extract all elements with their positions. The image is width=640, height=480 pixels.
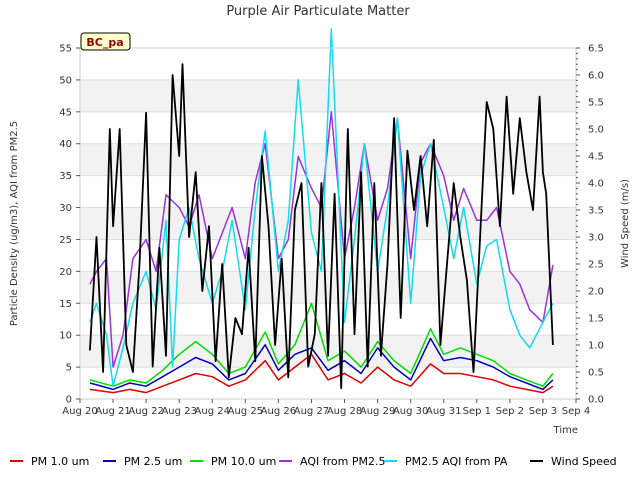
- series-layer: [89, 28, 554, 394]
- y2-tick-label: 5.0: [588, 125, 604, 136]
- x-tick-label: Aug 29: [360, 406, 395, 417]
- x-tick-label: Aug 31: [426, 406, 461, 417]
- y-tick-label: 40: [59, 139, 72, 150]
- legend-item-pm-1-0-um: PM 1.0 um: [10, 455, 89, 468]
- legend-label: Wind Speed: [551, 455, 617, 468]
- y-tick-label: 25: [59, 235, 72, 246]
- y-tick-label: 55: [59, 44, 72, 55]
- y-tick-label: 50: [59, 75, 72, 86]
- series-line-wind-speed: [89, 63, 554, 390]
- y-tick-label: 20: [59, 267, 72, 278]
- site-label-box: [80, 32, 131, 51]
- y-tick-label: 30: [59, 203, 72, 214]
- y-axis-left: 0 5 10 15 20 25 30 35 40 45 50 55: [59, 44, 80, 406]
- y2-tick-label: 0.0: [588, 395, 604, 406]
- y-tick-label: 5: [66, 363, 72, 374]
- legend-item-aqi-from-pm2-5: AQI from PM2.5: [279, 455, 385, 468]
- grid-band: [80, 48, 576, 80]
- y-axis-label: Particle Density (ug/m3), AQI from PM2.5: [9, 121, 20, 326]
- x-tick-label: Aug 27: [294, 406, 329, 417]
- x-tick-label: Aug 23: [161, 406, 196, 417]
- y-axis-right: 0.0 0.5 1.0 1.5 2.0 2.5 3.0 3.5 4.0 4.5 5.0 5.5 6.0 6…: [576, 44, 604, 406]
- series-line-pm-2-5-um: [89, 337, 554, 391]
- y-tick-label: 45: [59, 107, 72, 118]
- y2-tick-label: 5.5: [588, 98, 604, 109]
- legend-label: PM 1.0 um: [31, 455, 89, 468]
- grid-band: [80, 367, 576, 399]
- y-tick-label: 0: [66, 395, 72, 406]
- y2-tick-label: 3.0: [588, 233, 604, 244]
- legend-item-pm-2-5-um: PM 2.5 um: [103, 455, 182, 468]
- x-tick-label: Aug 30: [393, 406, 428, 417]
- series-line-pm2-5-aqi-from-pa: [89, 28, 554, 387]
- legend-label: AQI from PM2.5: [300, 455, 385, 468]
- x-tick-label: Aug 22: [128, 406, 163, 417]
- x-tick-label: Aug 28: [327, 406, 362, 417]
- legend-item-pm-10-0-um: PM 10.0 um: [190, 455, 276, 468]
- y2-tick-label: 2.5: [588, 260, 604, 271]
- site-label-badge: BC_pa: [80, 32, 131, 51]
- legend-item-pm2-5-aqi-from-pa: PM2.5 AQI from PA: [384, 455, 508, 468]
- y2-tick-label: 3.5: [588, 206, 604, 217]
- series-line-pm-1-0-um: [89, 353, 554, 394]
- x-tick-label: Sep 1: [463, 406, 491, 417]
- x-tick-label: Aug 20: [62, 406, 97, 417]
- y2-tick-label: 0.5: [588, 368, 604, 379]
- grid-band: [80, 175, 576, 208]
- y-tick-label: 35: [59, 171, 72, 182]
- y2-tick-label: 4.0: [588, 179, 604, 190]
- y2-axis-label: Wind Speed (m/s): [620, 179, 631, 268]
- x-axis-label: Time: [553, 425, 578, 436]
- site-label-text: BC_pa: [86, 36, 123, 49]
- legend-label: PM2.5 AQI from PA: [405, 455, 508, 468]
- grid-band: [80, 271, 576, 304]
- legend-item-wind-speed: Wind Speed: [530, 455, 617, 468]
- y-tick-label: 15: [59, 299, 72, 310]
- y2-tick-label: 6.5: [588, 44, 604, 55]
- plot-frame: [79, 47, 577, 400]
- series-line-aqi-from-pm2-5: [89, 111, 554, 368]
- legend-label: PM 10.0 um: [211, 455, 276, 468]
- x-tick-label: Aug 24: [195, 406, 230, 417]
- x-tick-label: Sep 3: [529, 406, 557, 417]
- y2-tick-label: 4.5: [588, 152, 604, 163]
- y2-tick-label: 1.5: [588, 314, 604, 325]
- y2-tick-label: 1.0: [588, 341, 604, 352]
- x-tick-label: Aug 26: [261, 406, 296, 417]
- x-tick-label: Aug 21: [95, 406, 130, 417]
- chart-title: Purple Air Particulate Matter: [226, 4, 410, 19]
- legend-label: PM 2.5 um: [124, 455, 182, 468]
- y2-tick-label: 6.0: [588, 71, 604, 82]
- y2-tick-label: 2.0: [588, 287, 604, 298]
- x-tick-label: Aug 25: [228, 406, 263, 417]
- y-tick-label: 10: [59, 331, 72, 342]
- x-tick-label: Sep 4: [562, 406, 590, 417]
- legend: PM 1.0 um PM 2.5 um PM 10.0 um AQI from PM2…: [10, 455, 617, 468]
- x-tick-label: Sep 2: [496, 406, 524, 417]
